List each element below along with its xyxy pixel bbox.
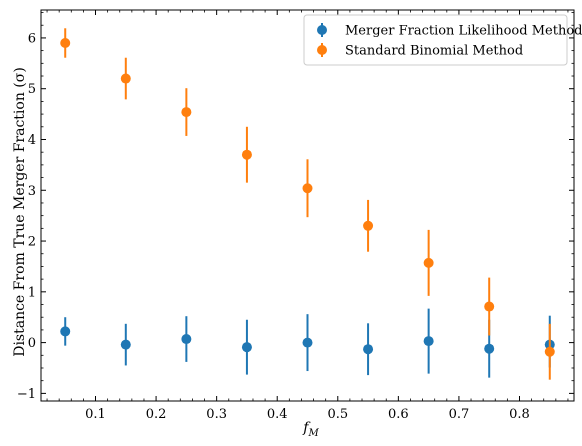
x-tick-label: 0.3 <box>206 407 227 422</box>
data-point <box>241 149 252 160</box>
y-tick-label: −1 <box>17 387 36 402</box>
data-point <box>181 107 192 118</box>
plot-area: 0.1 0.2 0.3 0.4 0.5 0.6 0.7 0.8 −1 0 1 2 3 4 5 6 <box>17 9 575 422</box>
x-axis-label: fM <box>302 420 319 439</box>
x-tick-label: 0.4 <box>267 407 288 422</box>
x-tick-label: 0.8 <box>509 407 530 422</box>
data-point <box>302 337 313 348</box>
x-axis-label-main: f <box>302 420 311 436</box>
y-tick-label: 5 <box>28 82 36 97</box>
data-point <box>423 336 434 347</box>
data-point <box>60 326 71 337</box>
y-tick-label: 1 <box>28 285 36 300</box>
data-point <box>544 346 555 357</box>
data-point <box>363 220 374 231</box>
legend-marker <box>317 45 327 55</box>
x-tick-label: 0.1 <box>85 407 106 422</box>
data-point <box>60 38 71 49</box>
y-tick-label: 2 <box>28 235 36 250</box>
y-tick-label: 0 <box>28 336 36 351</box>
legend-label: Standard Binomial Method <box>345 44 523 59</box>
x-axis-label-subscript: M <box>307 428 319 439</box>
y-tick-label: 4 <box>28 133 36 148</box>
x-tick-label: 0.7 <box>449 407 470 422</box>
x-tick-label: 0.5 <box>327 407 348 422</box>
data-point <box>120 73 131 84</box>
legend-box <box>303 14 568 66</box>
data-point <box>302 183 313 194</box>
x-tick-label: 0.2 <box>146 407 167 422</box>
data-point <box>363 344 374 355</box>
legend-marker <box>317 25 327 35</box>
data-point <box>241 342 252 353</box>
plot-frame <box>40 9 575 402</box>
x-tick-label: 0.6 <box>388 407 409 422</box>
y-axis-label-group: Distance From True Merger Fraction (σ) <box>12 67 28 357</box>
legend-label: Merger Fraction Likelihood Method <box>345 24 582 39</box>
data-point <box>484 301 495 312</box>
y-tick-label: 6 <box>28 31 36 46</box>
data-point <box>423 257 434 268</box>
y-tick-label: 3 <box>28 184 36 199</box>
y-axis-label: Distance From True Merger Fraction (σ) <box>12 67 28 357</box>
data-point <box>120 339 131 350</box>
legend: Merger Fraction Likelihood Method Standar… <box>303 14 582 66</box>
data-point <box>181 334 192 345</box>
data-point <box>484 343 495 354</box>
